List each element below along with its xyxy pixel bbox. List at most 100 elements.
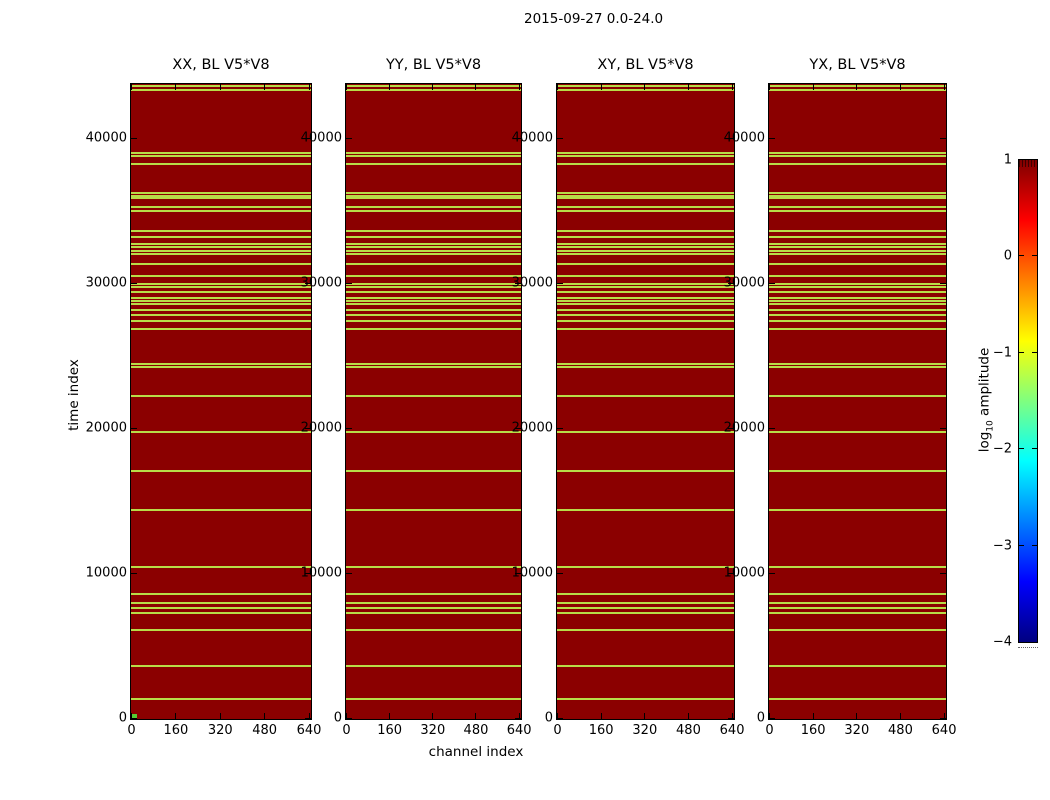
y-tick-mark (728, 282, 734, 284)
colorbar (1018, 159, 1038, 643)
heatmap-panel-yx (768, 83, 947, 720)
x-tick-label: 640 (719, 723, 745, 738)
y-tick-label: 10000 (511, 565, 553, 581)
flagged-row-stripe (346, 249, 521, 252)
x-tick-label: 0 (765, 723, 774, 738)
flagged-row-stripe (769, 88, 946, 91)
flagged-row-stripe (769, 363, 946, 365)
flagged-row-stripe (346, 469, 521, 472)
y-tick-mark (305, 572, 311, 574)
flagged-row-stripe (557, 592, 734, 595)
flagged-row-stripe (131, 252, 311, 255)
flagged-row-stripe (769, 206, 946, 209)
flagged-row-stripe (346, 430, 521, 433)
y-tick-label: 20000 (723, 420, 765, 436)
flagged-row-stripe (769, 565, 946, 568)
x-tick-mark (264, 713, 266, 719)
y-tick-label: 0 (756, 710, 765, 726)
x-tick-mark (600, 713, 602, 719)
flagged-row-stripe (557, 611, 734, 614)
flagged-row-stripe (131, 303, 311, 306)
flagged-row-stripe (557, 469, 734, 472)
flagged-row-stripe (346, 191, 521, 194)
x-tick-mark (389, 84, 391, 90)
flagged-row-stripe (131, 606, 311, 609)
origin-marker (132, 714, 137, 718)
y-tick-mark (557, 427, 563, 429)
flagged-row-stripe (557, 303, 734, 306)
x-tick-mark (899, 84, 901, 90)
y-tick-label: 40000 (300, 130, 342, 146)
flagged-row-stripe (769, 196, 946, 199)
y-tick-mark (557, 572, 563, 574)
x-tick-mark (687, 84, 689, 90)
flagged-row-stripe (131, 430, 311, 433)
x-tick-label: 0 (553, 723, 562, 738)
x-tick-label: 480 (888, 723, 913, 738)
flagged-row-stripe (131, 363, 311, 365)
x-tick-label: 0 (342, 723, 351, 738)
flagged-row-stripe (131, 592, 311, 595)
x-tick-mark (175, 84, 177, 90)
y-tick-mark (515, 137, 521, 139)
y-tick-mark (305, 717, 311, 719)
colorbar-under-dots (1018, 647, 1038, 648)
flagged-row-stripe (557, 394, 734, 397)
flagged-row-stripe (346, 629, 521, 632)
flagged-row-stripe (557, 363, 734, 365)
flagged-row-stripe (131, 286, 311, 289)
x-tick-mark (131, 713, 133, 719)
x-tick-mark (219, 84, 221, 90)
heatmap-panel-yy (345, 83, 522, 720)
x-tick-label: 320 (207, 723, 233, 738)
flagged-row-stripe (131, 242, 311, 245)
flagged-row-stripe (557, 565, 734, 568)
flagged-row-stripe (769, 606, 946, 609)
flagged-row-stripe (131, 366, 311, 369)
flagged-row-stripe (131, 274, 311, 277)
flagged-row-stripe (557, 320, 734, 323)
flagged-row-stripe (346, 299, 521, 302)
flagged-row-stripe (769, 629, 946, 632)
flagged-row-stripe (769, 194, 946, 197)
flagged-row-stripe (346, 296, 521, 299)
x-tick-mark (432, 84, 434, 90)
x-tick-mark (644, 713, 646, 719)
colorbar-tick-mark (1019, 351, 1024, 353)
flagged-row-stripe (769, 664, 946, 667)
flagged-row-stripe (557, 430, 734, 433)
heatmap-panel-xx (130, 83, 312, 720)
flagged-row-stripe (346, 155, 521, 157)
flagged-row-stripe (346, 151, 521, 154)
flagged-row-stripe (346, 229, 521, 232)
flagged-row-stripe (346, 252, 521, 255)
y-tick-mark (557, 137, 563, 139)
flagged-row-stripe (346, 286, 521, 289)
flagged-row-stripe (131, 155, 311, 157)
flagged-row-stripe (131, 229, 311, 232)
flagged-row-stripe (346, 313, 521, 316)
flagged-row-stripe (769, 592, 946, 595)
y-tick-mark (131, 137, 137, 139)
flagged-row-stripe (346, 698, 521, 701)
y-tick-mark (557, 282, 563, 284)
flagged-row-stripe (769, 601, 946, 604)
x-tick-mark (308, 713, 310, 719)
colorbar-tick-mark (1019, 255, 1024, 257)
y-tick-mark (515, 717, 521, 719)
x-tick-label: 640 (506, 723, 532, 738)
colorbar-tick-label: −3 (992, 538, 1012, 554)
y-tick-mark (346, 572, 352, 574)
x-tick-label: 0 (127, 723, 136, 738)
flagged-row-stripe (557, 206, 734, 209)
y-tick-label: 20000 (85, 420, 127, 436)
colorbar-tick-mark (1032, 544, 1037, 546)
colorbar-tick-mark (1019, 544, 1024, 546)
flagged-row-stripe (769, 274, 946, 277)
x-tick-mark (812, 84, 814, 90)
flagged-row-stripe (346, 206, 521, 209)
flagged-row-stripe (346, 308, 521, 311)
flagged-row-stripe (769, 236, 946, 239)
y-tick-label: 40000 (511, 130, 553, 146)
